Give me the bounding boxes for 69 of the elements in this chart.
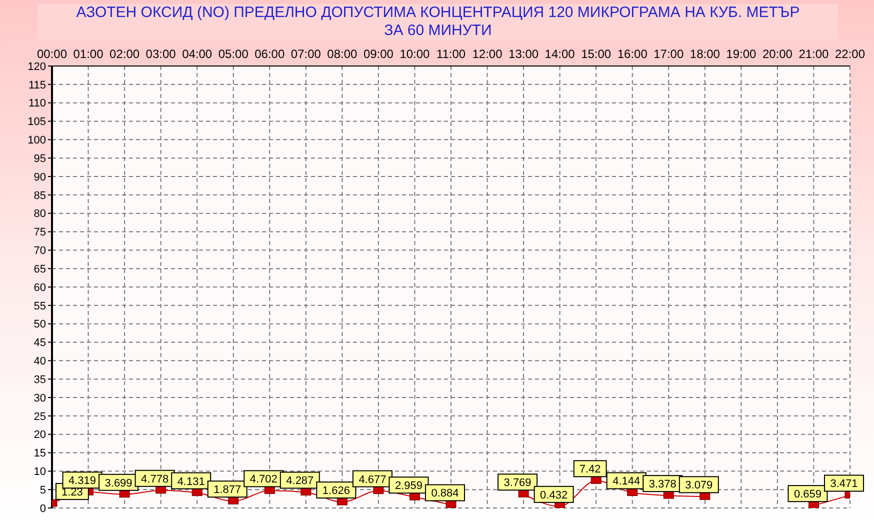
data-label: 3.079 — [685, 480, 713, 492]
x-tick-label: 12:00 — [472, 47, 503, 61]
data-label: 4.702 — [250, 474, 278, 486]
y-tick-label: 20 — [34, 429, 46, 442]
y-tick-label: 115 — [28, 79, 46, 92]
x-tick-label: 00:00 — [36, 47, 68, 61]
data-label: 4.131 — [177, 476, 205, 488]
x-tick-label: 15:00 — [581, 47, 612, 61]
data-label: 4.319 — [68, 475, 96, 488]
y-tick-label: 60 — [34, 282, 46, 294]
x-tick-label: 05:00 — [218, 47, 249, 61]
chart-subtitle: ЗА 60 МИНУТИ — [383, 22, 493, 40]
y-tick-label: 110 — [28, 98, 46, 110]
data-label: 1.877 — [214, 484, 242, 496]
data-label: 2.959 — [394, 480, 422, 492]
data-label: 1.626 — [322, 485, 350, 498]
x-tick-label: 03:00 — [146, 47, 176, 61]
x-tick-label: 09:00 — [363, 47, 394, 61]
data-label: 4.144 — [612, 476, 640, 488]
x-tick-label: 02:00 — [110, 47, 140, 61]
x-tick-label: 18:00 — [690, 47, 720, 61]
y-tick-label: 45 — [34, 337, 46, 350]
y-tick-label: 105 — [28, 116, 46, 128]
x-tick-label: 22:00 — [834, 47, 866, 61]
y-tick-label: 25 — [34, 410, 46, 423]
x-tick-label: 11:00 — [436, 47, 466, 61]
data-label: 0.659 — [794, 488, 822, 501]
data-label: 0.884 — [431, 488, 459, 500]
y-tick-label: 35 — [34, 374, 46, 386]
x-tick-label: 06:00 — [254, 47, 285, 61]
data-label: 3.471 — [830, 478, 858, 490]
x-tick-label: 08:00 — [327, 47, 358, 61]
y-tick-label: 80 — [34, 208, 46, 220]
y-tick-label: 120 — [28, 60, 46, 73]
data-label: 3.699 — [104, 477, 132, 490]
x-tick-label: 07:00 — [290, 47, 322, 61]
x-tick-label: 17:00 — [654, 47, 684, 61]
x-tick-label: 20:00 — [762, 47, 793, 61]
y-tick-label: 70 — [34, 245, 46, 258]
data-label: 4.677 — [358, 474, 386, 486]
x-tick-label: 14:00 — [544, 47, 576, 61]
x-tick-label: 10:00 — [400, 47, 430, 61]
x-tick-label: 01:00 — [73, 47, 104, 61]
x-tick-label: 19:00 — [726, 47, 757, 61]
x-tick-label: 04:00 — [182, 47, 212, 61]
x-tick-label: 21:00 — [798, 47, 830, 61]
y-tick-label: 5 — [40, 484, 46, 496]
data-label: 7.42 — [579, 464, 601, 476]
chart-title: АЗОТЕН ОКСИД (NO) ПРЕДЕЛНО ДОПУСТИМА КОНЦЕНТРАЦИЯ 120 МИКРОГРАМА НА КУБ. МЕТЪР — [75, 4, 801, 22]
y-tick-label: 50 — [34, 318, 46, 331]
data-label: 4.778 — [141, 473, 169, 486]
data-label: 3.378 — [648, 478, 676, 491]
y-tick-label: 55 — [34, 300, 46, 312]
y-tick-label: 100 — [28, 134, 46, 147]
y-tick-label: 95 — [34, 152, 46, 165]
y-tick-label: 85 — [34, 190, 46, 202]
y-tick-label: 10 — [34, 466, 46, 478]
y-tick-label: 15 — [34, 448, 46, 460]
x-tick-label: 16:00 — [617, 47, 648, 61]
y-tick-label: 40 — [34, 356, 46, 368]
y-tick-label: 75 — [34, 226, 46, 239]
data-label: 3.769 — [504, 477, 532, 490]
data-label: 4.287 — [286, 475, 314, 488]
y-tick-label: 30 — [34, 392, 46, 404]
y-tick-label: 0 — [40, 502, 46, 515]
data-label: 0.432 — [540, 489, 568, 502]
x-tick-label: 13:00 — [508, 47, 539, 61]
y-tick-label: 90 — [34, 171, 46, 184]
y-tick-label: 65 — [34, 263, 46, 276]
